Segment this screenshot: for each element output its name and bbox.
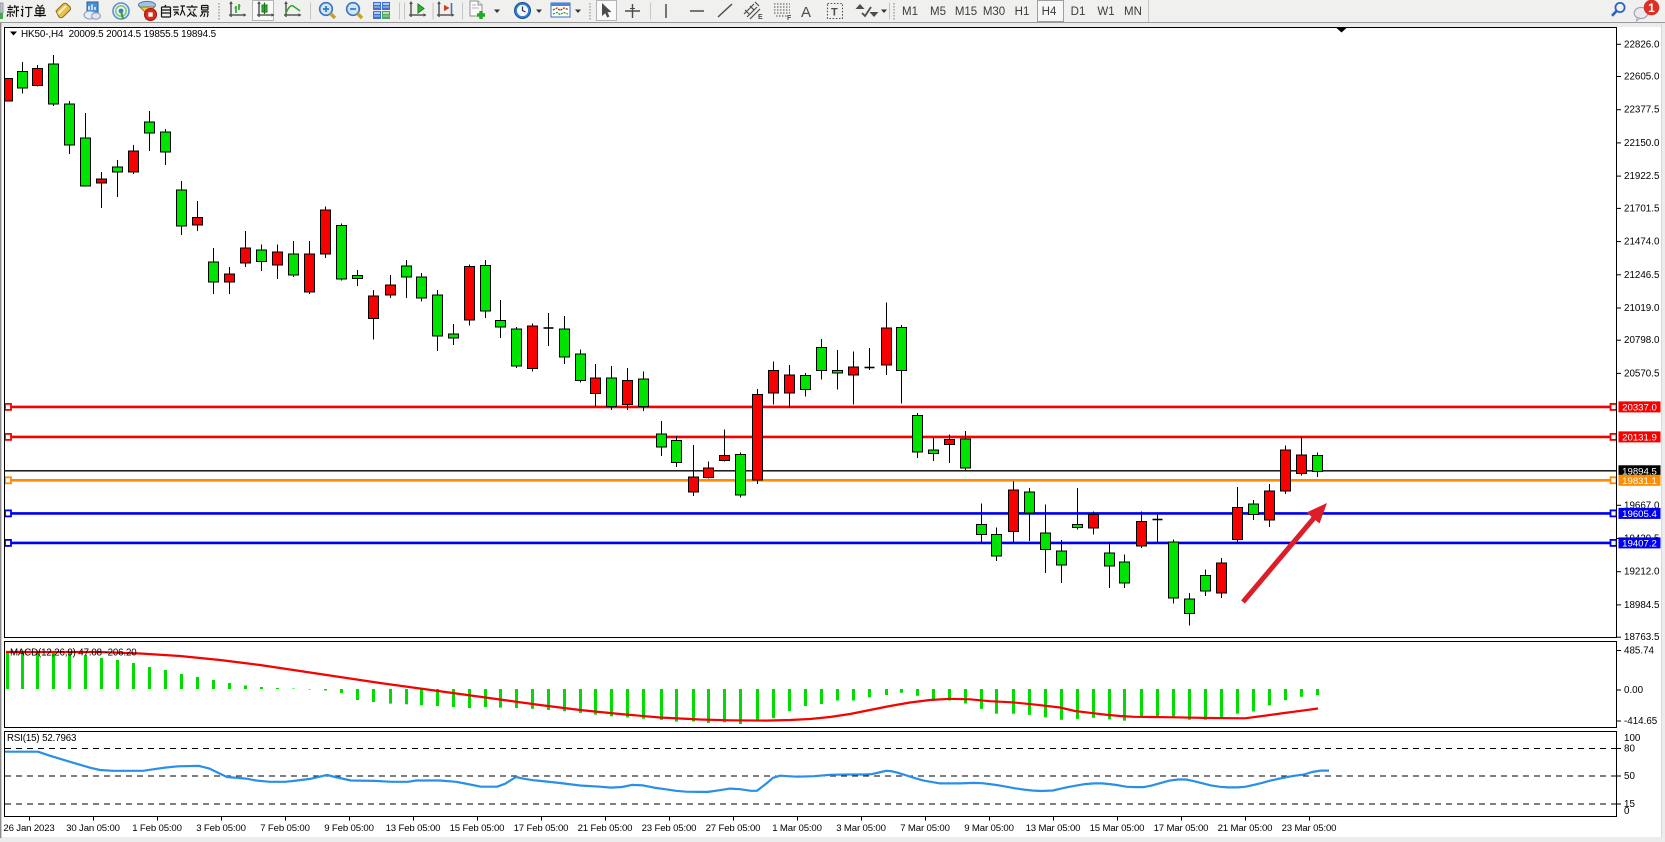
svg-text:M30: M30 (983, 6, 1005, 18)
svg-text:18763.5: 18763.5 (1624, 632, 1660, 643)
svg-text:3 Feb 05:00: 3 Feb 05:00 (196, 823, 246, 834)
svg-text:MN: MN (1124, 6, 1142, 18)
svg-text:21246.5: 21246.5 (1624, 270, 1660, 281)
svg-text:27 Feb 05:00: 27 Feb 05:00 (706, 823, 761, 834)
svg-text:15 Feb 05:00: 15 Feb 05:00 (450, 823, 505, 834)
svg-text:23 Mar 05:00: 23 Mar 05:00 (1282, 823, 1337, 834)
svg-text:17 Feb 05:00: 17 Feb 05:00 (514, 823, 569, 834)
svg-text:485.74: 485.74 (1624, 646, 1655, 657)
svg-text:22377.5: 22377.5 (1624, 105, 1660, 116)
svg-text:M15: M15 (955, 6, 977, 18)
svg-text:9 Feb 05:00: 9 Feb 05:00 (324, 823, 374, 834)
svg-text:F: F (787, 15, 792, 22)
svg-text:20337.0: 20337.0 (1622, 403, 1657, 414)
svg-text:H4: H4 (1042, 6, 1057, 18)
svg-text:19667.0: 19667.0 (1624, 500, 1660, 511)
svg-text:21701.5: 21701.5 (1624, 203, 1660, 214)
svg-text:1 Mar 05:00: 1 Mar 05:00 (772, 823, 822, 834)
svg-text:22150.0: 22150.0 (1624, 138, 1660, 149)
svg-text:7 Feb 05:00: 7 Feb 05:00 (260, 823, 310, 834)
svg-text:100: 100 (1624, 733, 1641, 744)
svg-text:M5: M5 (930, 6, 946, 18)
svg-text:21474.0: 21474.0 (1624, 237, 1660, 248)
svg-text:23 Feb 05:00: 23 Feb 05:00 (642, 823, 697, 834)
svg-text:17 Mar 05:00: 17 Mar 05:00 (1154, 823, 1209, 834)
svg-text:22826.0: 22826.0 (1624, 39, 1660, 50)
svg-text:21922.5: 21922.5 (1624, 171, 1660, 182)
svg-text:H1: H1 (1015, 6, 1030, 18)
svg-text:19894.5: 19894.5 (1622, 466, 1657, 477)
svg-text:22605.0: 22605.0 (1624, 72, 1660, 83)
svg-text:80: 80 (1624, 744, 1635, 755)
svg-text:M1: M1 (902, 6, 918, 18)
svg-text:30 Jan 05:00: 30 Jan 05:00 (66, 823, 120, 834)
svg-text:19212.0: 19212.0 (1624, 567, 1660, 578)
svg-text:21 Feb 05:00: 21 Feb 05:00 (578, 823, 633, 834)
svg-text:1 Feb 05:00: 1 Feb 05:00 (132, 823, 182, 834)
svg-text:26 Jan 2023: 26 Jan 2023 (3, 823, 54, 834)
svg-text:19407.2: 19407.2 (1622, 539, 1657, 550)
svg-text:20570.5: 20570.5 (1624, 368, 1660, 379)
svg-text:21019.0: 21019.0 (1624, 303, 1660, 314)
svg-text:19605.4: 19605.4 (1622, 509, 1657, 520)
svg-text:3 Mar 05:00: 3 Mar 05:00 (836, 823, 886, 834)
svg-text:13 Mar 05:00: 13 Mar 05:00 (1026, 823, 1081, 834)
svg-text:18984.5: 18984.5 (1624, 600, 1660, 611)
svg-text:-414.65: -414.65 (1624, 716, 1658, 727)
svg-text:A: A (801, 4, 811, 21)
svg-text:W1: W1 (1097, 6, 1114, 18)
svg-text:0: 0 (1624, 806, 1630, 817)
svg-text:9 Mar 05:00: 9 Mar 05:00 (964, 823, 1014, 834)
svg-text:15: 15 (1624, 799, 1635, 810)
svg-text:19831.1: 19831.1 (1622, 476, 1657, 487)
svg-text:7 Mar 05:00: 7 Mar 05:00 (900, 823, 950, 834)
svg-text:MACD(12,26,9) 47.08 -206.20: MACD(12,26,9) 47.08 -206.20 (10, 648, 137, 659)
svg-text:HK50-,H4 20009.5 20014.5 1985: HK50-,H4 20009.5 20014.5 19855.5 19894.5 (21, 29, 217, 40)
svg-text:50: 50 (1624, 771, 1635, 782)
svg-text:21 Mar 05:00: 21 Mar 05:00 (1218, 823, 1273, 834)
svg-text:1: 1 (1648, 1, 1655, 15)
svg-text:D1: D1 (1071, 6, 1086, 18)
svg-text:15 Mar 05:00: 15 Mar 05:00 (1090, 823, 1145, 834)
svg-text:RSI(15) 52.7963: RSI(15) 52.7963 (7, 733, 76, 744)
svg-text:13 Feb 05:00: 13 Feb 05:00 (386, 823, 441, 834)
svg-text:20131.9: 20131.9 (1622, 433, 1657, 444)
svg-text:0.00: 0.00 (1624, 685, 1644, 696)
svg-text:20798.0: 20798.0 (1624, 335, 1660, 346)
svg-text:E: E (758, 14, 763, 21)
svg-text:T: T (831, 7, 838, 19)
